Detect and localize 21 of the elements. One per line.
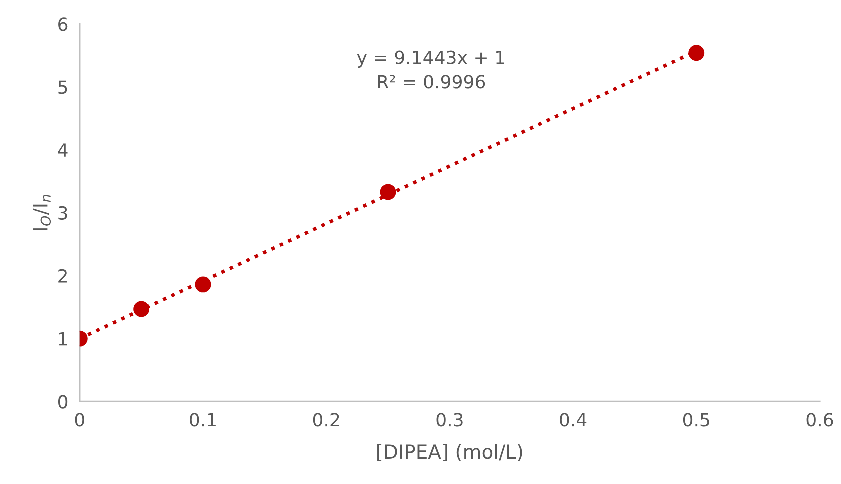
y-tick-label: 1	[59, 332, 68, 346]
y-tick-label: 0	[58, 395, 68, 409]
x-tick-label: 0.4	[560, 413, 587, 427]
annotation: y = 9.1443x + 1 R² = 0.9996	[357, 50, 504, 89]
y-tick-label: 6	[58, 18, 68, 32]
point	[380, 184, 396, 200]
x-tick-label: 0.2	[313, 413, 340, 427]
x-tick-label: 0.6	[806, 413, 834, 427]
x-tick-label: 0	[75, 413, 84, 427]
x-axis-title: [DIPEA] (mol/L)	[378, 444, 522, 462]
x-tick-label: 0.5	[683, 413, 710, 427]
x-tick-label: 0.1	[190, 413, 216, 427]
point	[195, 276, 212, 293]
y-tick-label: 3	[58, 206, 68, 220]
y-axis-title: I$_{O}$/I$_{n}$	[34, 195, 52, 230]
y-tick-label: 4	[58, 144, 68, 157]
point	[688, 45, 705, 62]
y-tick-label: 2	[58, 269, 67, 283]
y-tick-label: 5	[58, 80, 68, 94]
x-tick-label: 0.3	[436, 413, 463, 427]
point	[134, 301, 150, 318]
